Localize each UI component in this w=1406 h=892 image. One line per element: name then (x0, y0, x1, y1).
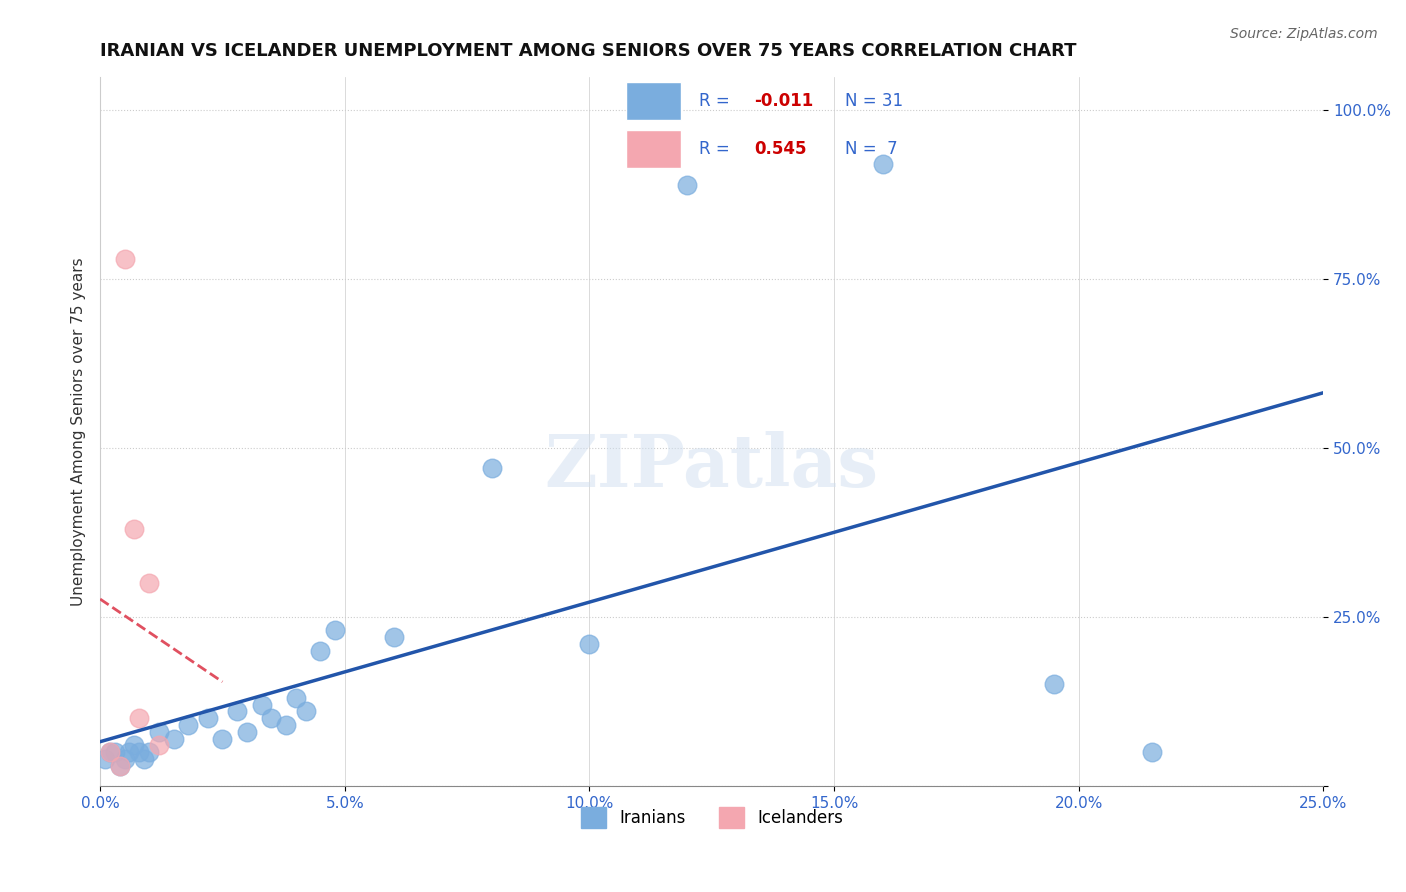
Point (274, 718, 297, 732)
Point (236, 724, 259, 739)
Point (148, 738, 170, 752)
Point (128, 711, 150, 725)
FancyBboxPatch shape (626, 130, 681, 168)
Point (124, 738, 146, 752)
Text: ZIPatlas: ZIPatlas (544, 431, 879, 502)
Point (124, 522, 146, 536)
Point (104, 745, 127, 759)
Point (148, 724, 170, 739)
Point (211, 731, 233, 746)
Point (138, 745, 160, 759)
Point (323, 624, 346, 638)
Point (260, 711, 283, 725)
Point (578, 637, 600, 651)
Point (94, 752, 117, 766)
Point (177, 718, 200, 732)
Point (128, 745, 150, 759)
Point (134, 752, 156, 766)
Point (382, 630, 405, 644)
Text: Source: ZipAtlas.com: Source: ZipAtlas.com (1230, 27, 1378, 41)
Point (118, 745, 141, 759)
Point (114, 752, 136, 766)
Point (250, 698, 273, 712)
Point (138, 576, 160, 591)
Point (114, 252, 136, 266)
Point (108, 758, 131, 772)
Legend: Iranians, Icelanders: Iranians, Icelanders (574, 800, 849, 834)
Point (98, 745, 121, 759)
Point (481, 461, 503, 475)
Text: -0.011: -0.011 (754, 93, 813, 111)
Text: R =: R = (699, 141, 735, 159)
Point (309, 643, 332, 657)
Point (226, 705, 249, 719)
FancyBboxPatch shape (626, 82, 681, 120)
Point (108, 758, 131, 772)
Y-axis label: Unemployment Among Seniors over 75 years: Unemployment Among Seniors over 75 years (72, 257, 86, 606)
Point (872, 157, 894, 171)
Point (284, 690, 307, 705)
Point (1140, 745, 1163, 759)
Point (1043, 677, 1066, 691)
Point (197, 711, 219, 725)
Point (98, 745, 121, 759)
Text: 0.545: 0.545 (754, 141, 807, 159)
Point (294, 705, 316, 719)
Text: N = 31: N = 31 (845, 93, 904, 111)
Text: IRANIAN VS ICELANDER UNEMPLOYMENT AMONG SENIORS OVER 75 YEARS CORRELATION CHART: IRANIAN VS ICELANDER UNEMPLOYMENT AMONG … (100, 42, 1077, 60)
Point (162, 731, 184, 746)
Text: N =  7: N = 7 (845, 141, 898, 159)
Point (676, 178, 699, 192)
Text: R =: R = (699, 93, 735, 111)
